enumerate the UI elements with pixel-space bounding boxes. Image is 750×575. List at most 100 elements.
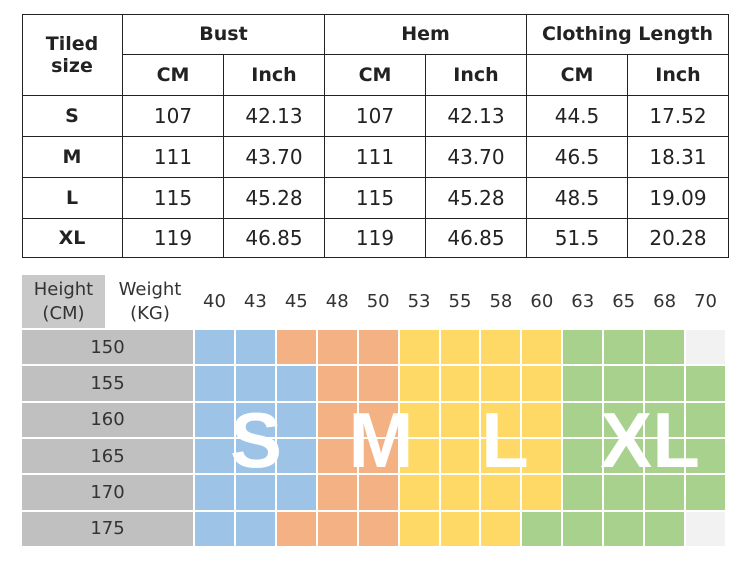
size-cell bbox=[195, 511, 236, 548]
size-cell bbox=[235, 475, 277, 512]
size-cell bbox=[522, 475, 564, 512]
height-label: 165 bbox=[22, 439, 195, 476]
weight-label: 68 bbox=[645, 275, 687, 330]
measure-cell: 51.5 bbox=[527, 219, 628, 258]
size-name: L bbox=[22, 178, 123, 219]
size-cell bbox=[440, 439, 482, 476]
size-cell bbox=[235, 366, 277, 403]
size-cell bbox=[358, 439, 400, 476]
size-cell bbox=[317, 366, 359, 403]
unit-header: Inch bbox=[224, 55, 325, 96]
size-cell bbox=[563, 402, 605, 439]
size-cell bbox=[195, 330, 236, 367]
size-cell bbox=[686, 439, 727, 476]
size-cell bbox=[686, 366, 727, 403]
size-overlay: S bbox=[229, 396, 283, 484]
height-label: 155 bbox=[22, 366, 195, 403]
size-cell bbox=[686, 330, 727, 367]
measure-cell: 46.5 bbox=[527, 137, 628, 178]
measure-cell: 111 bbox=[123, 137, 224, 178]
header-line: Weight bbox=[118, 278, 182, 300]
size-cell bbox=[686, 511, 727, 548]
size-overlay: M bbox=[348, 396, 414, 484]
size-cell bbox=[276, 402, 318, 439]
size-cell bbox=[481, 511, 523, 548]
height-label: 175 bbox=[22, 511, 195, 548]
size-cell bbox=[317, 402, 359, 439]
size-cell bbox=[481, 439, 523, 476]
measure-cell: 44.5 bbox=[527, 96, 628, 137]
weight-label: 45 bbox=[276, 275, 318, 330]
size-cell bbox=[645, 402, 687, 439]
size-overlay: L bbox=[481, 396, 529, 484]
measure-cell: 107 bbox=[123, 96, 224, 137]
weight-label: 40 bbox=[195, 275, 236, 330]
size-cell bbox=[317, 330, 359, 367]
size-cell bbox=[399, 439, 441, 476]
weight-label: 48 bbox=[317, 275, 359, 330]
size-cell bbox=[276, 475, 318, 512]
size-cell bbox=[317, 439, 359, 476]
weight-label: 55 bbox=[440, 275, 482, 330]
size-cell bbox=[317, 475, 359, 512]
size-cell bbox=[481, 330, 523, 367]
group-header: Hem bbox=[325, 14, 527, 55]
size-cell bbox=[399, 402, 441, 439]
size-cell bbox=[481, 475, 523, 512]
header-line: Height bbox=[33, 278, 94, 300]
unit-header: Inch bbox=[628, 55, 729, 96]
group-header: Clothing Length bbox=[527, 14, 729, 55]
measure-cell: 111 bbox=[325, 137, 426, 178]
size-cell bbox=[604, 366, 646, 403]
size-cell bbox=[440, 330, 482, 367]
measure-cell: 45.28 bbox=[224, 178, 325, 219]
size-cell bbox=[522, 511, 564, 548]
measure-cell: 43.70 bbox=[224, 137, 325, 178]
size-cell bbox=[195, 366, 236, 403]
size-cell bbox=[276, 439, 318, 476]
size-name: XL bbox=[22, 219, 123, 258]
size-cell bbox=[563, 475, 605, 512]
weight-label: 58 bbox=[481, 275, 523, 330]
size-cell bbox=[195, 439, 236, 476]
size-cell bbox=[563, 439, 605, 476]
size-cell bbox=[317, 511, 359, 548]
unit-header: CM bbox=[527, 55, 628, 96]
size-cell bbox=[645, 439, 687, 476]
size-cell bbox=[522, 366, 564, 403]
size-cell bbox=[645, 475, 687, 512]
size-cell bbox=[358, 330, 400, 367]
corner-header: Tiled size bbox=[22, 14, 123, 96]
size-name: S bbox=[22, 96, 123, 137]
height-header: Height (CM) bbox=[22, 275, 107, 330]
size-cell bbox=[604, 511, 646, 548]
size-cell bbox=[235, 402, 277, 439]
size-cell bbox=[481, 402, 523, 439]
size-cell bbox=[563, 330, 605, 367]
height-label: 150 bbox=[22, 330, 195, 367]
size-cell bbox=[440, 511, 482, 548]
size-cell bbox=[358, 511, 400, 548]
size-cell bbox=[195, 402, 236, 439]
unit-header: CM bbox=[325, 55, 426, 96]
size-cell bbox=[358, 402, 400, 439]
measure-cell: 45.28 bbox=[426, 178, 527, 219]
measure-cell: 46.85 bbox=[224, 219, 325, 258]
size-cell bbox=[522, 402, 564, 439]
size-cell bbox=[358, 475, 400, 512]
weight-header: Weight (KG) bbox=[107, 275, 195, 330]
weight-label: 63 bbox=[563, 275, 605, 330]
height-label: 170 bbox=[22, 475, 195, 512]
size-cell bbox=[440, 475, 482, 512]
weight-label: 60 bbox=[522, 275, 564, 330]
size-name: M bbox=[22, 137, 123, 178]
size-cell bbox=[440, 366, 482, 403]
measure-cell: 17.52 bbox=[628, 96, 729, 137]
size-cell bbox=[686, 475, 727, 512]
size-cell bbox=[645, 511, 687, 548]
measure-cell: 42.13 bbox=[224, 96, 325, 137]
size-cell bbox=[399, 475, 441, 512]
size-cell bbox=[358, 366, 400, 403]
size-cell bbox=[686, 402, 727, 439]
